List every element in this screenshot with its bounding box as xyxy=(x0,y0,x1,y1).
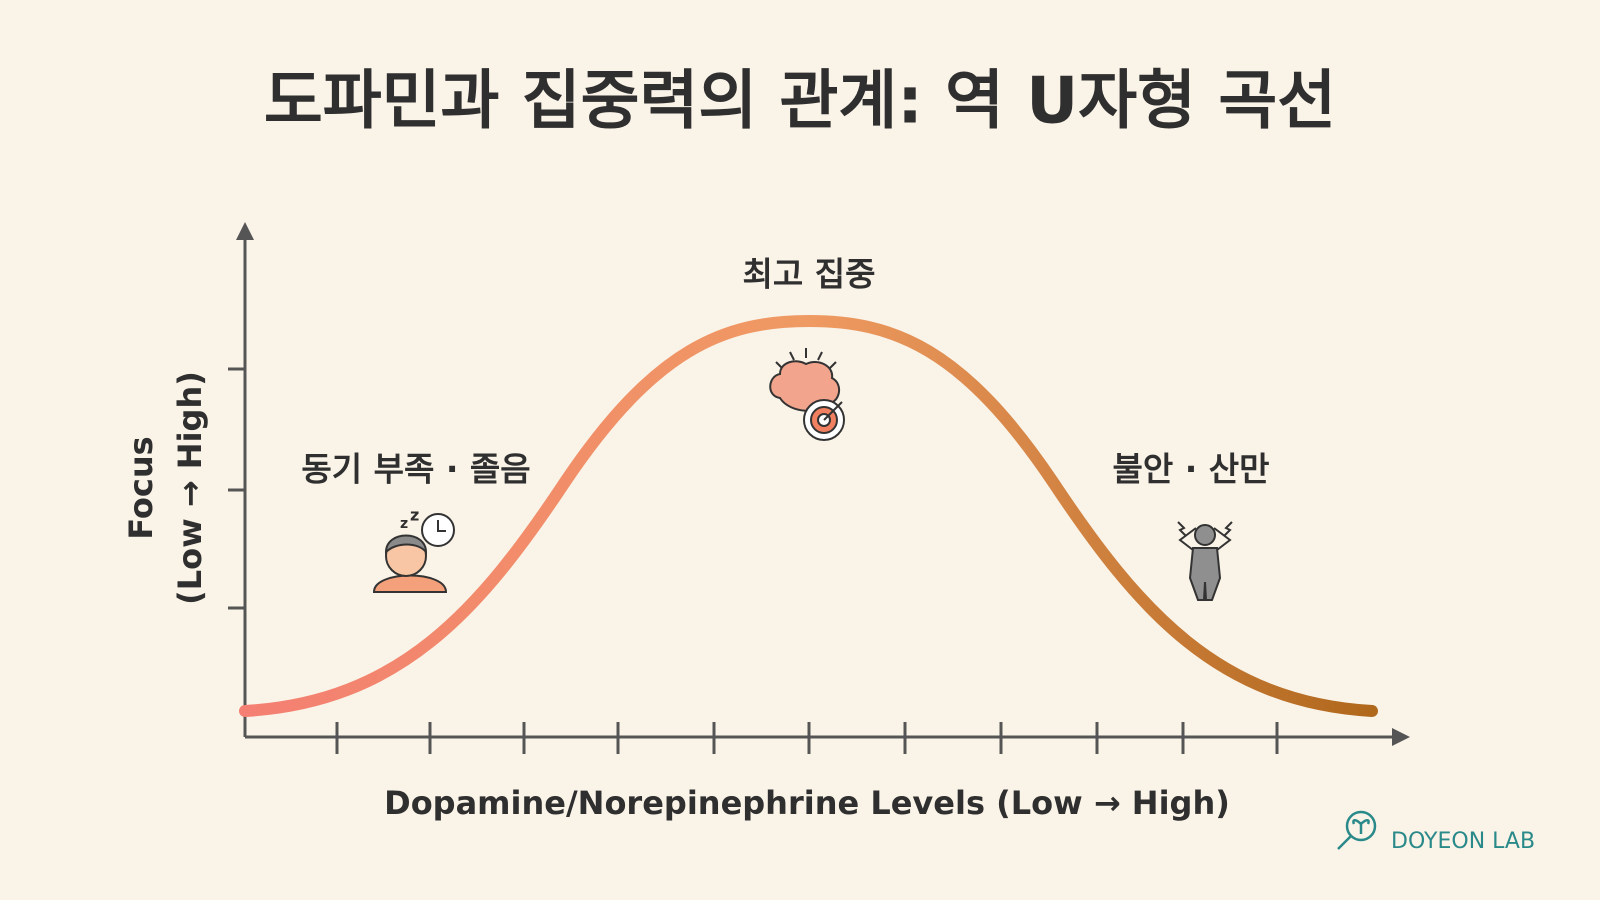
brand-logo xyxy=(1337,810,1377,850)
y-arrow xyxy=(236,222,254,240)
brand-name: DOYEON LAB xyxy=(1391,829,1535,854)
brain-icon xyxy=(769,348,845,441)
title: 도파민과 집중력의 관계: 역 U자형 곡선 xyxy=(264,65,1336,139)
zone-label: 동기 부족 · 졸음 xyxy=(301,450,530,489)
y-axis-label: (Low → High) xyxy=(171,371,209,605)
x-ticks xyxy=(335,722,1279,754)
zone-label: 최고 집중 xyxy=(743,255,876,294)
x-axis-label: Dopamine/Norepinephrine Levels (Low → Hi… xyxy=(384,784,1230,822)
y-axis-label: Focus xyxy=(122,436,160,539)
sleepy-icon: z z xyxy=(372,506,455,593)
anxious-icon xyxy=(1177,521,1233,601)
y-axis-label-group: (Low → High) xyxy=(171,371,209,605)
zone-label: 불안 · 산만 xyxy=(1113,450,1270,489)
x-arrow xyxy=(1392,728,1410,746)
y-axis-label-group: Focus xyxy=(122,436,160,539)
inverted-u-curve xyxy=(239,314,1378,717)
axes xyxy=(228,222,1410,754)
y-ticks xyxy=(228,367,245,610)
zz: z xyxy=(410,506,419,525)
zz: z xyxy=(400,516,408,532)
